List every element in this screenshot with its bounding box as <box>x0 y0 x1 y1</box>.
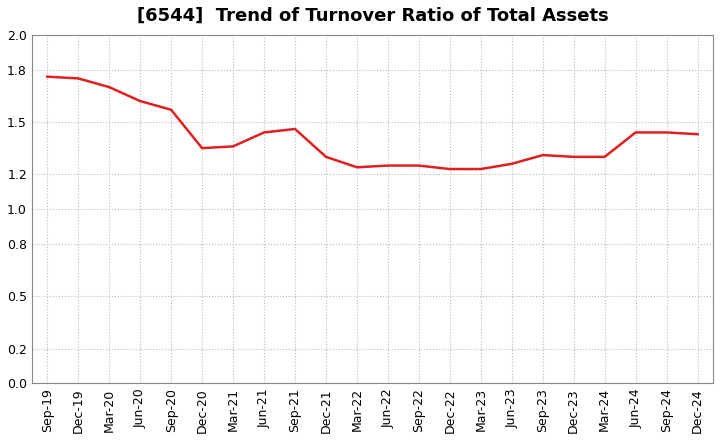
Title: [6544]  Trend of Turnover Ratio of Total Assets: [6544] Trend of Turnover Ratio of Total … <box>137 7 608 25</box>
